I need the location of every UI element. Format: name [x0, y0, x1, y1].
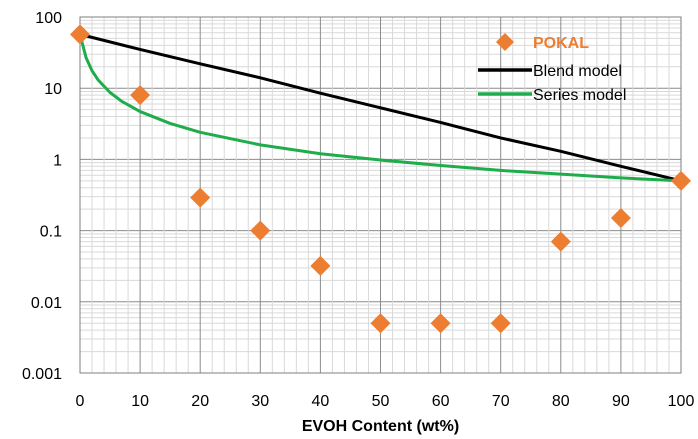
- x-tick-label: 40: [312, 393, 330, 410]
- data-point-diamond: [250, 220, 271, 241]
- legend-label: Blend model: [533, 63, 622, 80]
- data-point-diamond: [610, 208, 631, 229]
- data-point-diamond: [190, 187, 211, 208]
- y-tick-label: 1: [53, 152, 62, 169]
- legend-label: POKAL: [533, 35, 589, 52]
- x-tick-label: 20: [191, 393, 209, 410]
- y-tick-label: 100: [35, 10, 62, 27]
- data-point-diamond: [310, 255, 331, 276]
- markers: [70, 24, 691, 334]
- x-axis-label: EVOH Content (wt%): [302, 418, 459, 435]
- x-tick-label: 30: [251, 393, 269, 410]
- data-point-diamond: [671, 170, 691, 191]
- legend-marker-diamond: [496, 33, 514, 51]
- x-tick-label: 90: [612, 393, 630, 410]
- x-tick-label: 100: [668, 393, 695, 410]
- legend: POKAL Blend model Series model: [478, 33, 626, 104]
- series-line-blend-model: [78, 32, 683, 183]
- x-axis-ticks: 0 10 20 30 40 50 60 70 80 90 100: [76, 393, 695, 410]
- plot-border: [79, 16, 682, 374]
- x-tick-label: 50: [372, 393, 390, 410]
- series-line-series-model: [78, 32, 683, 183]
- data-point-diamond: [550, 231, 571, 252]
- y-tick-label: 10: [44, 81, 62, 98]
- series-lines: [78, 32, 683, 183]
- y-tick-label: 0.1: [40, 224, 62, 241]
- x-tick-label: 70: [492, 393, 510, 410]
- x-tick-label: 60: [432, 393, 450, 410]
- data-point-diamond: [430, 313, 451, 334]
- data-point-diamond: [130, 85, 151, 106]
- data-point-diamond: [70, 24, 90, 45]
- data-point-diamond: [490, 313, 511, 334]
- data-point-diamond: [370, 313, 391, 334]
- x-tick-label: 80: [552, 393, 570, 410]
- y-axis-ticks: 100 10 1 0.1 0.01 0.001: [22, 10, 62, 383]
- y-tick-label: 0.01: [31, 295, 62, 312]
- x-tick-label: 0: [76, 393, 85, 410]
- legend-label: Series model: [533, 87, 626, 104]
- x-tick-label: 10: [131, 393, 149, 410]
- y-tick-label: 0.001: [22, 366, 62, 383]
